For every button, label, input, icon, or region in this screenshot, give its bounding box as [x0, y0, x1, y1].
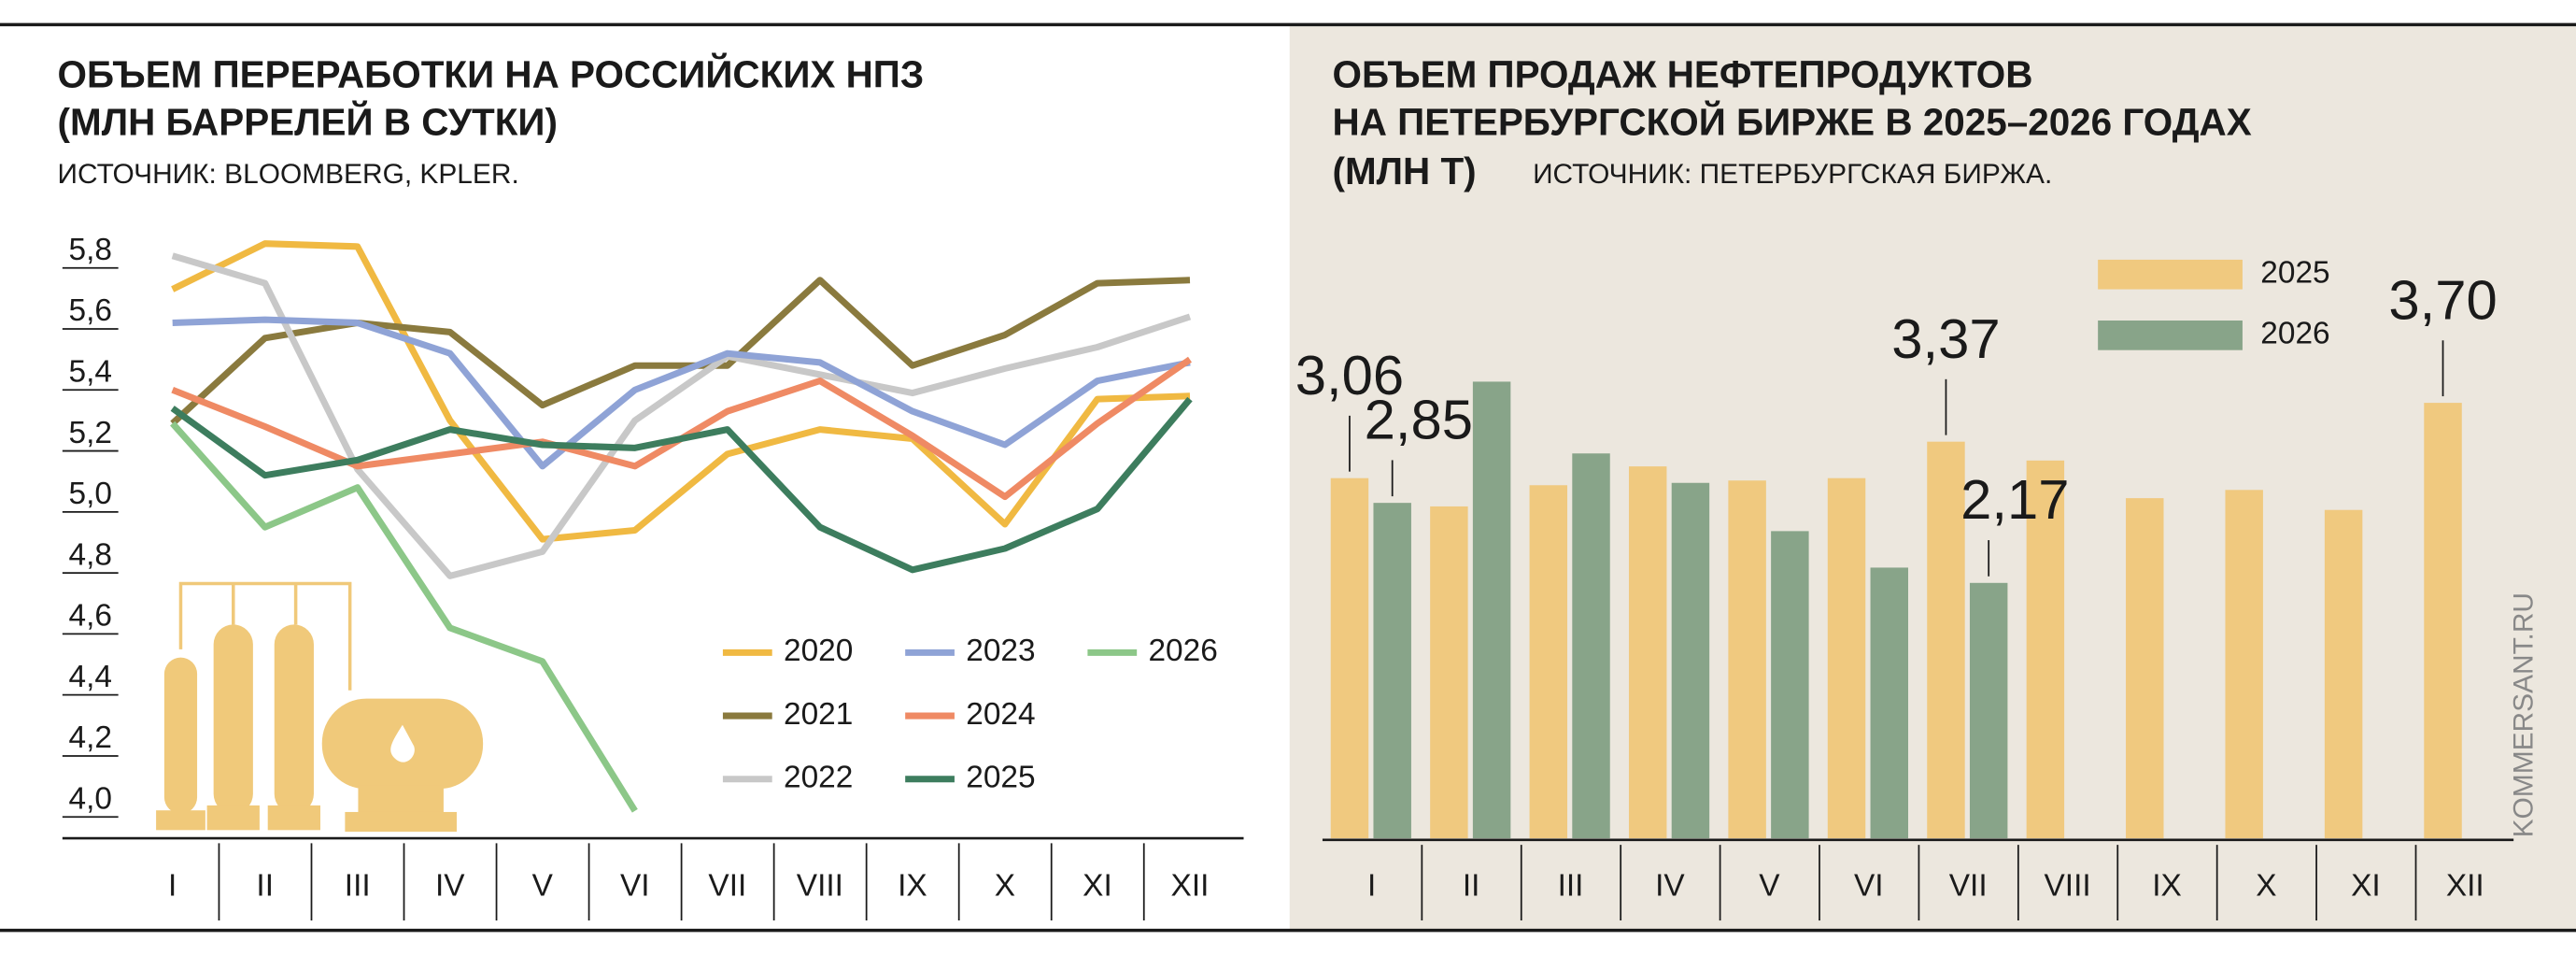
x-tick-label: XII	[2446, 869, 2484, 904]
x-tick-label: III	[1558, 869, 1584, 904]
bar	[1572, 453, 1610, 839]
bar	[2225, 490, 2263, 839]
x-tick-label: VII	[1949, 869, 1988, 904]
bar	[2324, 509, 2363, 839]
refinery-icon	[156, 581, 484, 833]
line-series	[171, 240, 1191, 543]
legend-label: 2026	[1148, 634, 1217, 668]
x-tick-label: XI	[2351, 869, 2381, 904]
bar	[1827, 478, 1866, 839]
legend-label: 2025	[2260, 256, 2329, 291]
bar	[1927, 441, 1965, 839]
value-label: 3,06	[1295, 344, 1404, 406]
bar	[1330, 478, 1369, 839]
x-tick-label: VIII	[797, 869, 843, 904]
bar	[1671, 482, 1710, 839]
bar	[1771, 531, 1809, 839]
y-tick-label: 4,0	[69, 781, 112, 816]
bar	[1472, 381, 1511, 839]
x-tick-label: V	[1759, 869, 1780, 904]
x-tick-label: V	[532, 869, 554, 904]
legend-label: 2026	[2260, 317, 2329, 351]
legend-label: 2024	[966, 697, 1035, 732]
x-tick-label: I	[1367, 869, 1376, 904]
legend-swatch	[2098, 321, 2243, 350]
line-series	[170, 420, 638, 813]
y-tick-label: 4,2	[69, 720, 112, 755]
legend-swatch	[2098, 259, 2243, 290]
x-tick-label: IV	[1655, 869, 1685, 904]
line-series	[170, 396, 1193, 574]
x-tick-label: II	[256, 869, 274, 904]
legend-label: 2020	[784, 634, 853, 668]
bar	[2026, 460, 2065, 839]
y-tick-label: 5,8	[69, 233, 112, 267]
y-tick-label: 5,2	[69, 416, 112, 450]
bar	[1969, 582, 2008, 839]
x-tick-label: VII	[708, 869, 746, 904]
x-tick-label: VI	[1854, 869, 1884, 904]
x-tick-label: IV	[435, 869, 465, 904]
bar	[1728, 480, 1766, 839]
y-tick-label: 4,4	[69, 660, 112, 694]
bar	[1870, 567, 1908, 839]
bar	[1529, 485, 1568, 839]
x-tick-label: XII	[1171, 869, 1210, 904]
legend-label: 2021	[784, 697, 853, 732]
x-tick-label: III	[345, 869, 371, 904]
value-label: 3,70	[2388, 268, 2497, 331]
value-label: 3,37	[1891, 307, 2000, 370]
value-label: 2,85	[1365, 389, 1473, 451]
x-tick-label: X	[995, 869, 1015, 904]
x-tick-label: II	[1463, 869, 1480, 904]
y-tick-label: 5,4	[69, 355, 112, 390]
bar	[1430, 506, 1468, 839]
x-tick-label: XI	[1083, 869, 1112, 904]
x-tick-label: I	[168, 869, 177, 904]
source: ИСТОЧНИК: ПЕТЕРБУРГСКАЯ БИРЖА.	[1533, 159, 2052, 190]
y-tick-label: 5,6	[69, 293, 112, 328]
legend-label: 2025	[966, 761, 1035, 795]
y-tick-label: 4,8	[69, 537, 112, 572]
chart-title: ОБЪЕМ ПРОДАЖ НЕФТЕПРОДУКТОВ	[1332, 52, 2032, 95]
chart-title: НА ПЕТЕРБУРГСКОЙ БИРЖЕ В 2025–2026 ГОДАХ	[1332, 100, 2251, 143]
bar	[1628, 466, 1667, 839]
x-tick-label: X	[2256, 869, 2276, 904]
chart-title: (МЛН Т)	[1332, 150, 1476, 192]
chart-title: (МЛН БАРРЕЛЕЙ В СУТКИ)	[58, 100, 558, 143]
bar	[1373, 503, 1411, 839]
source: ИСТОЧНИК: BLOOMBERG, KPLER.	[58, 159, 519, 190]
x-tick-label: IX	[2152, 869, 2182, 904]
x-tick-label: IX	[898, 869, 927, 904]
bar	[2126, 498, 2164, 839]
bar	[2424, 403, 2462, 839]
chart-title: ОБЪЕМ ПЕРЕРАБОТКИ НА РОССИЙСКИХ НПЗ	[58, 52, 925, 95]
value-label: 2,17	[1960, 468, 2069, 531]
watermark: KOMMERSANT.RU	[2508, 592, 2539, 837]
y-tick-label: 4,6	[69, 599, 112, 634]
legend-label: 2023	[966, 634, 1035, 668]
x-tick-label: VIII	[2045, 869, 2091, 904]
legend-label: 2022	[784, 761, 853, 795]
y-tick-label: 5,0	[69, 477, 112, 511]
line-series	[172, 316, 1191, 470]
line-series	[171, 252, 1192, 579]
x-tick-label: VI	[620, 869, 650, 904]
